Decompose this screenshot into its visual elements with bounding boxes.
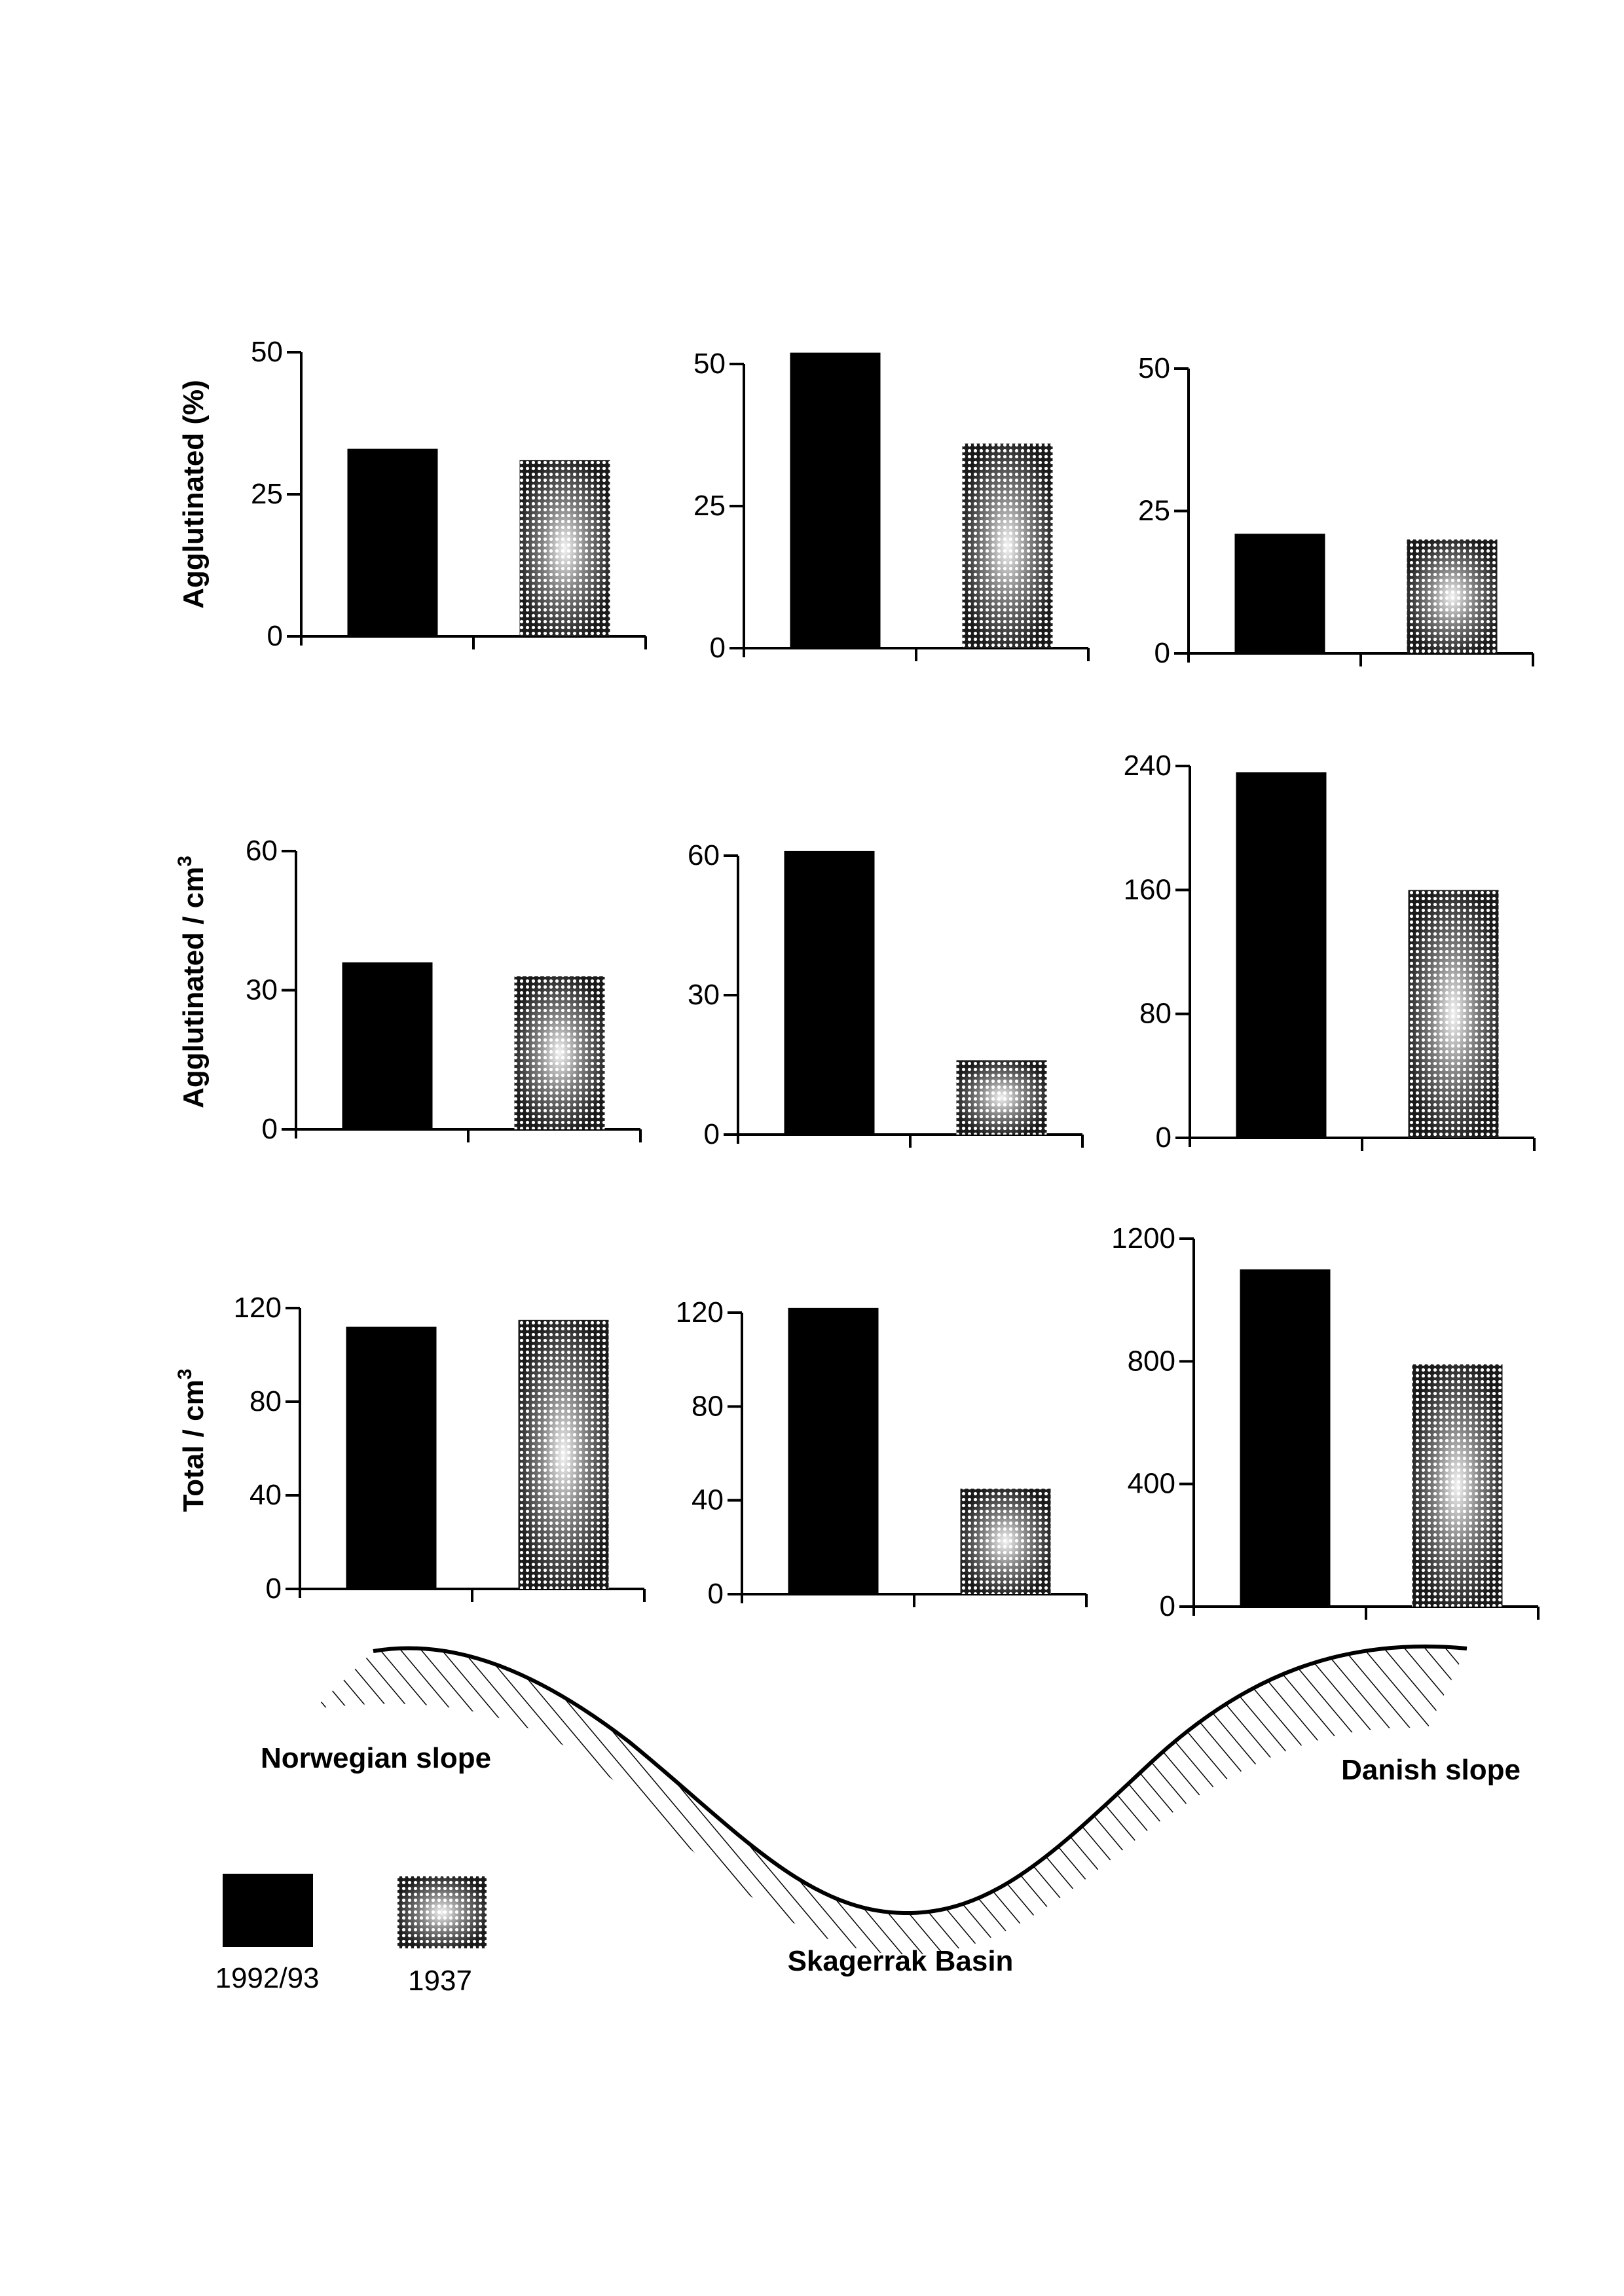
y-tick-label-r1c2-0: 0 [1156, 1121, 1172, 1154]
y-tick-label-r0c2-0: 0 [1154, 637, 1170, 669]
y-tick-label-r0c1-25: 25 [693, 490, 726, 522]
y-tick-label-r1c2-80: 80 [1139, 998, 1172, 1030]
seabed-hatching [314, 1646, 1467, 1955]
bar-1937-highlight-r0c1 [962, 443, 1053, 648]
bar-1937-highlight-r0c2 [1407, 539, 1498, 653]
y-tick-label-r2c0-0: 0 [266, 1573, 282, 1605]
legend: 1992/93 1937 [215, 1874, 487, 1997]
row-label-agglutinated-per-cm3: Agglutinated / cm3 [174, 856, 210, 1108]
row-label-total-per-cm3: Total / cm3 [174, 1369, 210, 1512]
bar-panel-r1c0: 0 30 60 [246, 835, 642, 1145]
y-tick-label-r2c2-400: 400 [1128, 1468, 1175, 1500]
bar-panel-r0c0: 0 25 50 [251, 336, 647, 652]
y-tick-label-r1c2-160: 160 [1124, 873, 1172, 905]
y-tick-label-r0c2-50: 50 [1138, 352, 1170, 384]
y-tick-label-r1c1-0: 0 [704, 1118, 720, 1150]
legend-swatch-1937-highlight [397, 1876, 487, 1948]
bar-1937-highlight-r2c1 [960, 1488, 1051, 1594]
bar-1992-r0c0 [347, 448, 438, 636]
y-tick-label-r1c0-60: 60 [246, 835, 278, 867]
label-skagerrak-basin: Skagerrak Basin [788, 1945, 1014, 1977]
y-tick-label-r2c0-40: 40 [249, 1479, 282, 1511]
y-tick-label-r0c0-25: 25 [251, 478, 283, 510]
chart-panels: 0 25 50 0 25 50 0 25 50 0 30 60 0 30 60 0 80 160 240 0 40 80 1… [234, 336, 1540, 1622]
bar-panel-r2c1: 0 40 80 120 [676, 1296, 1088, 1610]
y-tick-label-r0c1-0: 0 [710, 632, 726, 664]
bar-1992-r0c1 [790, 352, 881, 648]
bar-1937-highlight-r1c1 [956, 1060, 1047, 1135]
y-tick-label-r2c2-0: 0 [1160, 1590, 1175, 1622]
bar-1937-highlight-r0c0 [519, 460, 610, 636]
bar-panel-r1c1: 0 30 60 [688, 839, 1084, 1150]
bar-1937-highlight-r2c2 [1412, 1364, 1503, 1607]
seabed-line [373, 1644, 1467, 1916]
bar-1937-highlight-r1c2 [1408, 890, 1499, 1138]
label-danish-slope: Danish slope [1341, 1754, 1521, 1786]
bar-1992-r2c2 [1240, 1269, 1331, 1607]
y-tick-label-r0c0-50: 50 [251, 336, 283, 368]
legend-swatch-1992-93 [223, 1874, 313, 1947]
bar-1992-r2c0 [346, 1326, 437, 1589]
bar-1937-highlight-r2c0 [518, 1319, 609, 1589]
bar-1992-r1c0 [342, 962, 433, 1129]
y-tick-label-r2c1-0: 0 [708, 1578, 724, 1610]
y-tick-label-r2c2-1200: 1200 [1111, 1222, 1175, 1254]
y-tick-label-r1c0-30: 30 [246, 974, 278, 1006]
bar-panel-r0c2: 0 25 50 [1138, 352, 1534, 669]
y-tick-label-r0c0-0: 0 [267, 620, 283, 652]
row-label-agglutinated-percent: Agglutinated (%) [177, 380, 210, 609]
bar-1992-r2c1 [788, 1307, 879, 1594]
bar-panel-r1c2: 0 80 160 240 [1124, 750, 1536, 1154]
y-tick-label-r2c1-80: 80 [692, 1390, 724, 1422]
y-tick-label-r0c1-50: 50 [693, 348, 726, 380]
legend-label-1992-93: 1992/93 [215, 1962, 319, 1994]
bar-1992-r1c1 [784, 850, 875, 1135]
y-tick-label-r0c2-25: 25 [1138, 495, 1170, 527]
seabed-profile [314, 1644, 1467, 1955]
bar-1992-r1c2 [1236, 772, 1327, 1138]
legend-label-1937: 1937 [408, 1965, 472, 1997]
bar-panel-r0c1: 0 25 50 [693, 348, 1090, 664]
y-tick-label-r1c1-30: 30 [688, 979, 720, 1011]
y-tick-label-r2c1-40: 40 [692, 1484, 724, 1516]
y-tick-label-r2c2-800: 800 [1128, 1345, 1175, 1377]
y-tick-label-r2c0-120: 120 [234, 1292, 282, 1324]
bar-panel-r2c2: 0 400 800 1200 [1111, 1222, 1540, 1622]
bar-panel-r2c0: 0 40 80 120 [234, 1292, 646, 1605]
bar-1937-highlight-r1c0 [514, 976, 605, 1129]
y-tick-label-r1c2-240: 240 [1124, 750, 1172, 782]
y-tick-label-r1c0-0: 0 [262, 1113, 278, 1145]
y-tick-label-r2c0-80: 80 [249, 1385, 282, 1417]
label-norwegian-slope: Norwegian slope [261, 1742, 491, 1774]
y-tick-label-r1c1-60: 60 [688, 839, 720, 871]
y-tick-label-r2c1-120: 120 [676, 1296, 724, 1328]
bar-1992-r0c2 [1234, 534, 1325, 653]
